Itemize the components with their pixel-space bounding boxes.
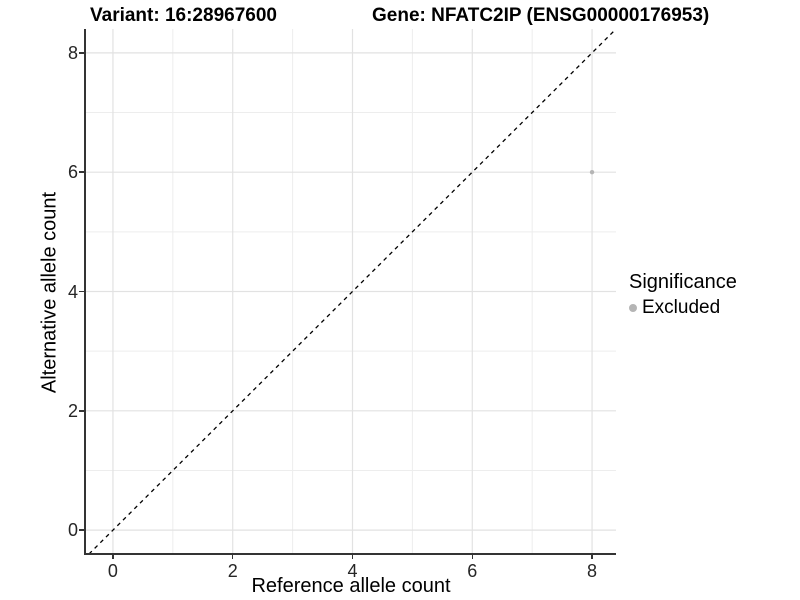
x-tick-label: 6 [467,561,478,581]
y-tick-label: 6 [67,162,78,183]
plot-title-variant: Variant: 16:28967600 [90,5,277,26]
y-tick-mark [79,290,84,293]
y-axis-label: Alternative allele count [38,191,61,394]
x-tick-mark [591,554,593,559]
x-tick-label: 4 [347,561,358,581]
y-tick-mark [79,529,84,531]
x-tick-label: 8 [587,561,598,581]
x-tick-label: 0 [107,561,118,581]
y-tick-mark [79,52,84,54]
x-axis-line [84,553,616,555]
plot-title-gene: Gene: NFATC2IP (ENSG00000176953) [372,5,710,26]
x-tick-mark [112,554,114,559]
chart-panel [86,28,617,555]
y-tick-label: 0 [67,520,78,541]
x-tick-mark [231,554,234,559]
data-point [589,169,595,175]
y-tick-label: 8 [67,42,78,63]
x-tick-mark [471,554,474,559]
y-axis-line [84,29,86,555]
legend-item-label: Excluded [642,297,721,318]
legend-item-excluded: Excluded [629,297,737,319]
legend-key-dot [629,304,637,312]
y-tick-label: 4 [67,281,78,302]
y-tick-label: 2 [67,400,78,421]
y-tick-mark [79,410,84,412]
identity-line [88,28,617,555]
x-axis-label: Reference allele count [251,575,451,597]
legend-title: Significance [629,271,737,293]
x-tick-mark [351,554,354,559]
y-tick-mark [79,171,84,173]
x-tick-label: 2 [227,561,238,581]
plot-area [86,28,617,555]
legend: Significance Excluded [629,271,737,319]
